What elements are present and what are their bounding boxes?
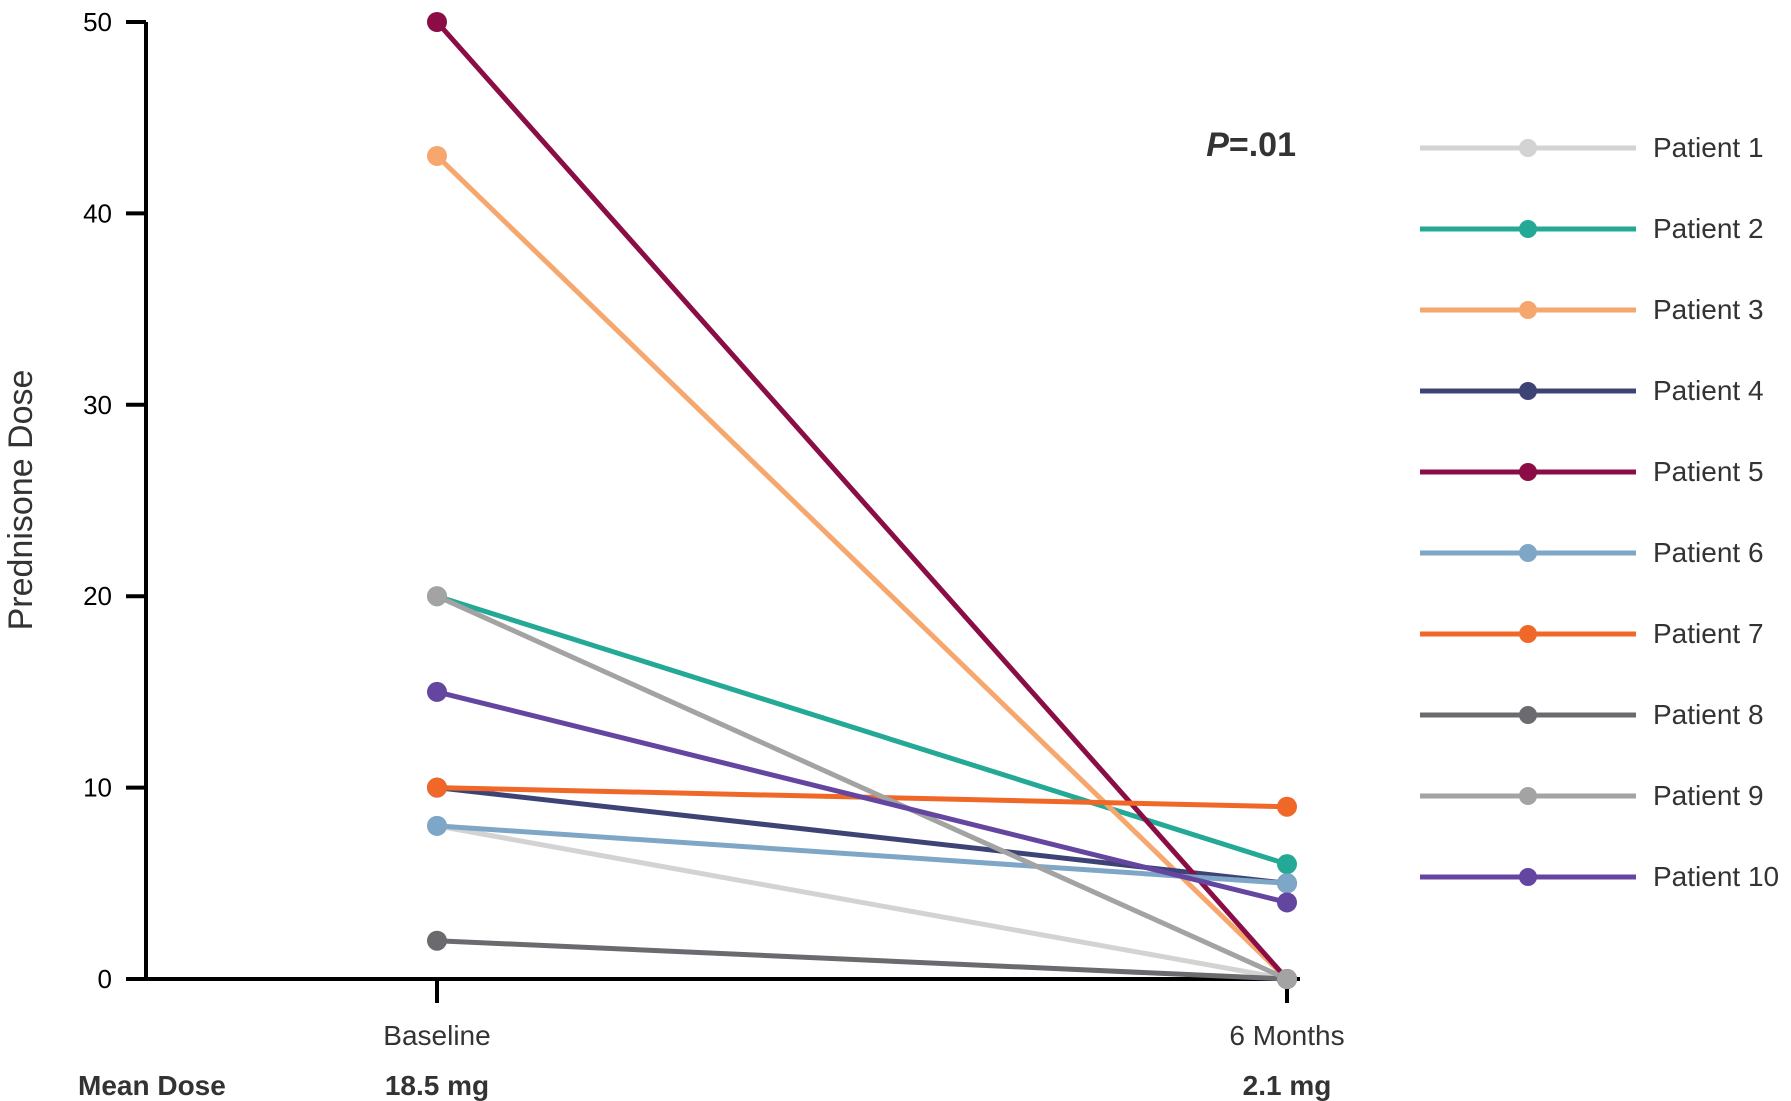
series-line-patient-3 (435, 154, 1289, 981)
legend-swatch-marker (1519, 463, 1537, 481)
legend: Patient 1 Patient 2 Patient 3 Patient 4 Pati… (1420, 132, 1779, 892)
legend-label: Patient 7 (1653, 618, 1764, 649)
x-ticks: Baseline 6 Months (383, 979, 1345, 1051)
data-point-patient-8-baseline (427, 930, 447, 951)
y-tick-label: 50 (83, 7, 112, 37)
legend-label: Patient 5 (1653, 456, 1764, 487)
data-point-patient-6-6-months (1277, 873, 1297, 894)
legend-swatch-marker (1519, 868, 1537, 886)
series-line-patient-10 (436, 689, 1288, 905)
data-point-patient-6-baseline (427, 815, 447, 836)
series-lines (435, 20, 1289, 982)
mean-dose-values: 18.5 mg 2.1 mg (385, 1070, 1331, 1101)
x-tick-label: Baseline (383, 1020, 490, 1051)
legend-swatch-marker (1519, 220, 1537, 238)
legend-swatch-marker (1519, 787, 1537, 805)
data-point-patient-7-6-months (1277, 796, 1297, 817)
data-point-patient-10-baseline (427, 681, 447, 702)
data-point-patient-10-6-months (1277, 892, 1297, 913)
series-points (427, 12, 1297, 989)
legend-label: Patient 10 (1653, 861, 1779, 892)
legend-swatch-marker (1519, 382, 1537, 400)
axes (144, 22, 1300, 981)
data-point-patient-3-baseline (427, 145, 447, 166)
y-tick-label: 20 (83, 581, 112, 611)
legend-swatch-marker (1519, 544, 1537, 562)
series-line-patient-5 (435, 20, 1289, 981)
series-line-patient-8 (436, 938, 1288, 982)
series-line-patient-2 (436, 593, 1288, 867)
legend-label: Patient 8 (1653, 699, 1764, 730)
p-value-annotation: P=.01 (1206, 126, 1296, 164)
y-tick-label: 0 (98, 964, 112, 994)
legend-label: Patient 2 (1653, 213, 1764, 244)
legend-label: Patient 6 (1653, 537, 1764, 568)
mean-dose-label: Mean Dose (78, 1070, 226, 1101)
legend-swatch-marker (1519, 706, 1537, 724)
data-point-patient-9-baseline (427, 586, 447, 607)
mean-dose-value: 2.1 mg (1243, 1070, 1332, 1101)
mean-dose-value: 18.5 mg (385, 1070, 489, 1101)
data-point-patient-9-6-months (1277, 969, 1297, 989)
series-line-patient-1 (436, 823, 1288, 982)
legend-label: Patient 4 (1653, 375, 1764, 406)
legend-swatch-marker (1519, 301, 1537, 319)
legend-swatch-marker (1519, 139, 1537, 157)
legend-swatch-marker (1519, 625, 1537, 643)
x-tick-label: 6 Months (1229, 1020, 1344, 1051)
data-point-patient-5-baseline (427, 12, 447, 32)
legend-label: Patient 1 (1653, 132, 1764, 163)
legend-label: Patient 3 (1653, 294, 1764, 325)
y-tick-label: 30 (83, 390, 112, 420)
y-axis-title: Prednisone Dose (2, 370, 40, 631)
data-point-patient-7-baseline (427, 777, 447, 798)
y-ticks: 0 10 20 30 40 50 (83, 7, 146, 994)
legend-label: Patient 9 (1653, 780, 1764, 811)
y-tick-label: 10 (83, 773, 112, 803)
series-line-patient-9 (435, 593, 1289, 982)
y-tick-label: 40 (83, 198, 112, 228)
series-line-patient-6 (436, 823, 1288, 886)
data-point-patient-2-6-months (1277, 854, 1297, 875)
